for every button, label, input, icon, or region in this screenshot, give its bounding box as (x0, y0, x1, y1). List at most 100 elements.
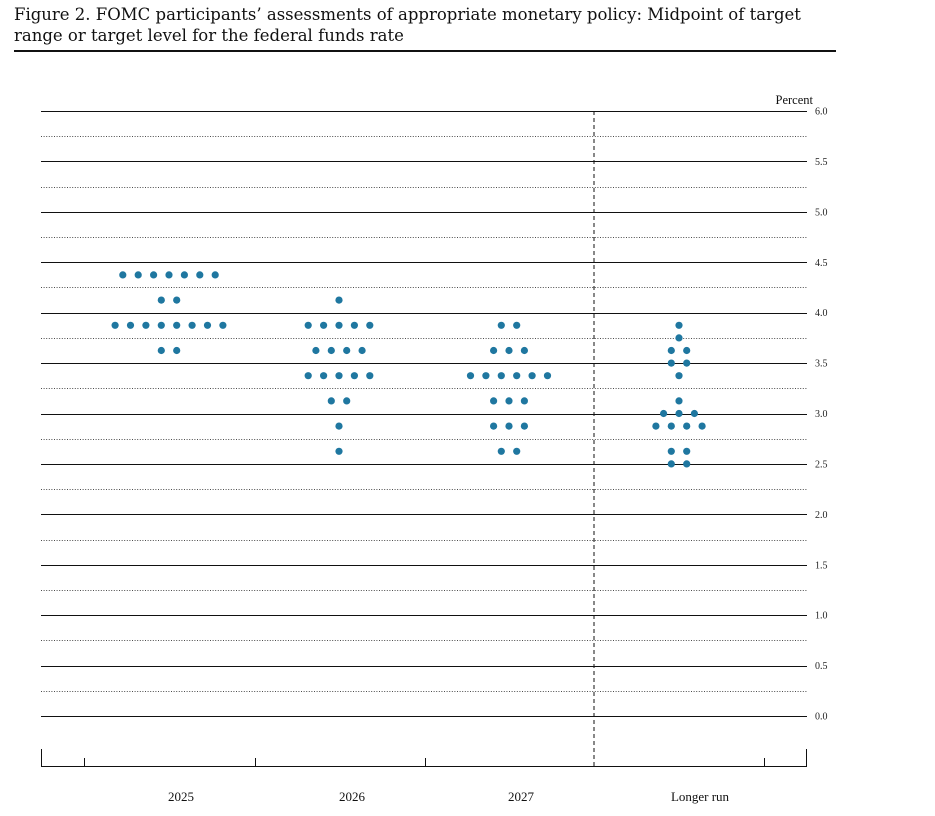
participant-dot (157, 321, 165, 329)
participant-dot (505, 422, 513, 430)
y-tick-label: 2.0 (815, 510, 828, 521)
participant-dot (497, 372, 505, 380)
participant-dot (165, 271, 173, 279)
y-tick-label: 0.5 (815, 661, 828, 672)
participant-dot (683, 359, 691, 367)
participant-dot (660, 409, 668, 418)
participant-dot (304, 321, 312, 329)
participant-dot (196, 271, 204, 279)
participant-dot (173, 296, 181, 304)
participant-dot (327, 346, 335, 355)
participant-dot (675, 334, 683, 342)
participant-dot (667, 422, 675, 430)
participant-dot (173, 321, 181, 329)
participant-dot (320, 372, 328, 380)
participant-dot (142, 321, 150, 329)
participant-dot (520, 397, 529, 405)
participant-dot (335, 372, 343, 380)
participant-dot (675, 372, 683, 380)
participant-dot (505, 397, 513, 405)
participant-dot (157, 346, 165, 355)
participant-dot (513, 321, 521, 329)
y-tick-label: 4.5 (815, 258, 828, 269)
participant-dot (188, 321, 196, 329)
participant-dot (203, 321, 212, 329)
y-tick-label: 4.0 (815, 308, 828, 319)
participant-dot (320, 321, 328, 329)
participant-dot (312, 346, 320, 355)
x-category-label: 2026 (339, 789, 366, 804)
participant-dot (683, 447, 691, 455)
y-tick-label: 3.5 (815, 359, 828, 370)
participant-dot (157, 296, 165, 304)
participant-dot (690, 409, 699, 418)
participant-dot (211, 271, 219, 279)
participant-dot (150, 271, 158, 279)
participant-dot (304, 372, 312, 380)
participant-dot (698, 422, 706, 430)
y-axis-label: Percent (776, 93, 814, 107)
participant-dot (350, 321, 358, 329)
y-tick-label: 0.0 (815, 712, 828, 723)
participant-dot (513, 372, 521, 380)
participant-dot (219, 321, 227, 329)
participant-dot (675, 409, 683, 418)
participant-dot (520, 346, 529, 355)
dots-layer (111, 271, 706, 468)
participant-dot (667, 359, 675, 367)
participant-dot (119, 271, 127, 279)
y-axis-ticks: 0.0 0.5 1.0 1.5 2.0 2.5 3.0 3.5 4.0 4.5 5.0 5.5 6.0 (815, 107, 828, 723)
participant-dot (490, 397, 498, 405)
y-tick-label: 5.5 (815, 157, 828, 168)
participant-dot (350, 372, 358, 380)
participant-dot (497, 447, 505, 455)
participant-dot (543, 372, 552, 380)
participant-dot (335, 422, 343, 430)
figure-title: Figure 2. FOMC participants’ assessments… (14, 5, 801, 45)
y-tick-label: 1.0 (815, 611, 828, 622)
x-category-label: 2025 (168, 789, 194, 804)
participant-dot (335, 447, 343, 455)
participant-dot (683, 460, 691, 468)
participant-dot (505, 346, 513, 355)
participant-dot (173, 346, 181, 355)
participant-dot (482, 372, 490, 380)
participant-dot (366, 321, 374, 329)
participant-dot (528, 372, 536, 380)
y-tick-label: 2.5 (815, 459, 828, 470)
participant-dot (652, 422, 660, 430)
participant-dot (497, 321, 505, 329)
participant-dot (335, 296, 343, 304)
grid-lines (41, 111, 807, 717)
participant-dot (513, 447, 521, 455)
participant-dot (366, 372, 374, 380)
participant-dot (675, 397, 683, 405)
x-category-label: 2027 (508, 789, 535, 804)
participant-dot (327, 397, 335, 405)
participant-dot (683, 422, 691, 430)
participant-dot (343, 346, 351, 355)
y-tick-label: 1.5 (815, 560, 828, 571)
participant-dot (520, 422, 529, 430)
participant-dot (358, 346, 366, 355)
participant-dot (343, 397, 351, 405)
participant-dot (466, 372, 475, 380)
participant-dot (667, 460, 675, 468)
participant-dot (111, 321, 119, 329)
participant-dot (126, 321, 135, 329)
title-rule (14, 50, 836, 52)
participant-dot (490, 346, 498, 355)
x-category-label: Longer run (671, 789, 730, 804)
participant-dot (667, 346, 675, 355)
y-tick-label: 3.0 (815, 409, 828, 420)
participant-dot (180, 271, 188, 279)
participant-dot (675, 321, 683, 329)
y-tick-label: 6.0 (815, 107, 828, 118)
participant-dot (683, 346, 691, 355)
participant-dot (134, 271, 142, 279)
participant-dot (490, 422, 498, 430)
y-tick-label: 5.0 (815, 207, 828, 218)
participant-dot (667, 447, 675, 455)
x-axis: 2025 2026 2027 Longer run (41, 749, 807, 804)
